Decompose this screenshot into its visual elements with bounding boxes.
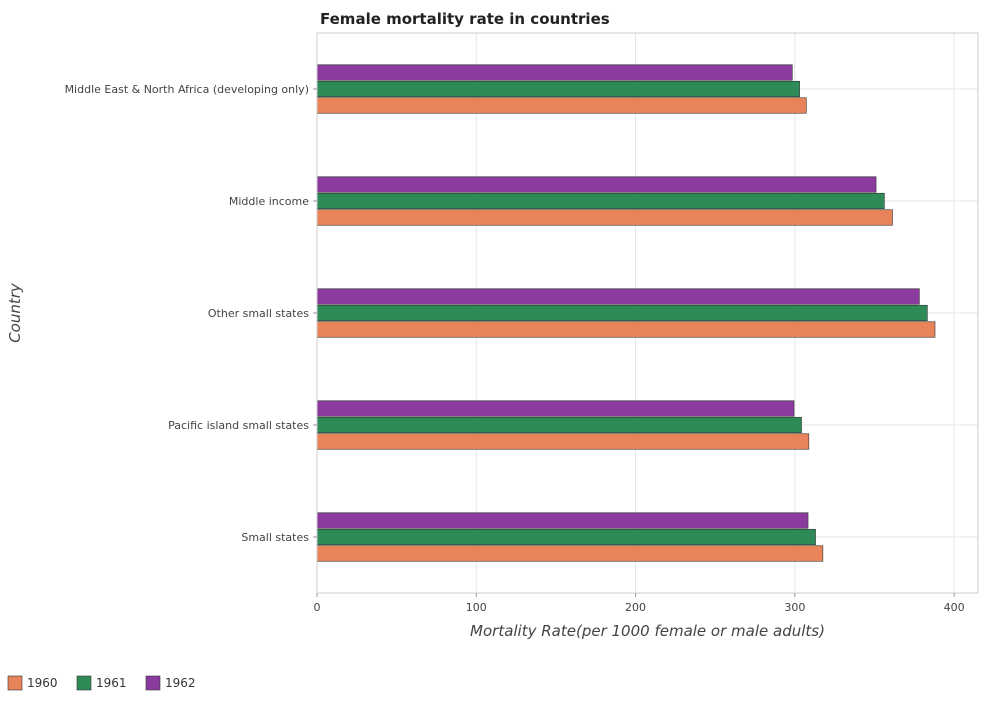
x-axis-ticks: 0 100 200 300 400 [314,593,965,614]
bar [316,528,816,546]
bars [316,64,936,562]
legend-label: 1962 [165,676,196,690]
bar [316,400,795,417]
legend-swatch [7,675,23,691]
y-tick-label: Small states [241,531,309,544]
x-axis-title: Mortality Rate(per 1000 female or male a… [470,622,825,640]
bar [316,512,809,529]
bar [316,321,936,338]
y-tick-label: Pacific island small states [168,419,309,432]
bar [316,97,807,114]
x-tick-label: 100 [466,601,487,614]
x-tick-label: 200 [625,601,646,614]
legend-swatch [145,675,161,691]
y-tick-label: Middle East & North Africa (developing o… [65,83,309,96]
y-tick-label: Middle income [229,195,309,208]
bar [316,209,893,226]
y-axis-title: Country [6,282,24,343]
legend-label: 1960 [27,676,58,690]
y-tick-label: Other small states [208,307,309,320]
bar [316,304,928,322]
bar [316,545,824,562]
legend: 1960 1961 1962 [7,675,196,691]
bar [316,416,802,434]
bar [316,64,793,81]
bar [316,192,885,210]
bar [316,176,877,193]
x-tick-label: 0 [314,601,321,614]
legend-label: 1961 [96,676,127,690]
legend-swatch [76,675,92,691]
chart-title: Female mortality rate in countries [320,10,610,28]
x-tick-label: 300 [784,601,805,614]
x-tick-label: 400 [944,601,965,614]
bar [316,433,810,450]
y-axis-ticks: Middle East & North Africa (developing o… [65,83,317,544]
bar [316,288,920,305]
bar [316,80,800,98]
